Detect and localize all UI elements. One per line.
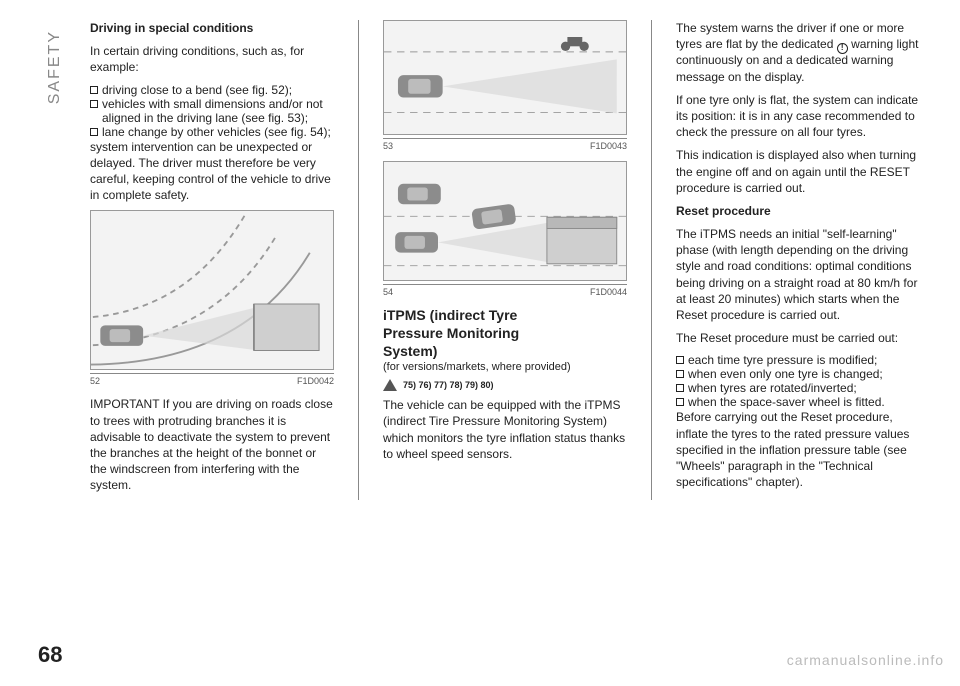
col3-bullet-1: each time tyre pressure is modified; xyxy=(676,353,920,367)
page-content: Driving in special conditions In certain… xyxy=(40,20,920,660)
col3-h2: Reset procedure xyxy=(676,203,920,219)
col1-p3: IMPORTANT If you are driving on roads cl… xyxy=(90,396,334,493)
bullet-icon xyxy=(90,86,98,94)
figure-53 xyxy=(383,20,627,135)
col3-p5: The Reset procedure must be carried out: xyxy=(676,330,920,346)
col3-bullet-3: when tyres are rotated/inverted; xyxy=(676,381,920,395)
col1-bullet-1: driving close to a bend (see fig. 52); xyxy=(90,83,334,97)
col1-b1-text: driving close to a bend (see fig. 52); xyxy=(102,83,292,97)
col2-heading-l3: System) xyxy=(383,343,627,359)
col3-b3-text: when tyres are rotated/inverted; xyxy=(688,381,857,395)
bullet-icon xyxy=(676,370,684,378)
col2-heading-l1: iTPMS (indirect Tyre xyxy=(383,307,627,323)
col1-bullet-2: vehicles with small dimensions and/or no… xyxy=(90,97,334,125)
fig53-code: F1D0043 xyxy=(590,141,627,151)
fig54-code: F1D0044 xyxy=(590,287,627,297)
col3-p1: The system warns the driver if one or mo… xyxy=(676,20,920,85)
figure-52 xyxy=(90,210,334,370)
bullet-icon xyxy=(676,356,684,364)
column-2: 53 F1D0043 xyxy=(383,20,627,500)
warning-triangle-icon xyxy=(383,379,397,391)
col3-b1-text: each time tyre pressure is modified; xyxy=(688,353,877,367)
col1-b2-text: vehicles with small dimensions and/or no… xyxy=(102,97,334,125)
column-1: Driving in special conditions In certain… xyxy=(90,20,334,500)
fig53-caption: 53 F1D0043 xyxy=(383,138,627,151)
col3-p4: The iTPMS needs an initial "self-learnin… xyxy=(676,226,920,323)
bullet-icon xyxy=(90,100,98,108)
column-3: The system warns the driver if one or mo… xyxy=(676,20,920,500)
figure-54 xyxy=(383,161,627,281)
col3-p3: This indication is displayed also when t… xyxy=(676,147,920,196)
col2-heading-l2: Pressure Monitoring xyxy=(383,325,627,341)
col1-bullet-3: lane change by other vehicles (see fig. … xyxy=(90,125,334,139)
fig54-caption: 54 F1D0044 xyxy=(383,284,627,297)
fig52-code: F1D0042 xyxy=(297,376,334,386)
fig54-num: 54 xyxy=(383,287,393,297)
column-divider-2 xyxy=(651,20,652,500)
fig52-caption: 52 F1D0042 xyxy=(90,373,334,386)
col1-p1: In certain driving conditions, such as, … xyxy=(90,43,334,75)
warning-codes: 75) 76) 77) 78) 79) 80) xyxy=(403,380,494,390)
column-divider-1 xyxy=(358,20,359,500)
col2-sub: (for versions/markets, where provided) xyxy=(383,361,627,373)
col3-bullet-2: when even only one tyre is changed; xyxy=(676,367,920,381)
col1-heading: Driving in special conditions xyxy=(90,20,334,36)
col3-p6: Before carrying out the Reset procedure,… xyxy=(676,409,920,490)
col3-p2: If one tyre only is flat, the system can… xyxy=(676,92,920,141)
bullet-icon xyxy=(90,128,98,136)
warning-row: 75) 76) 77) 78) 79) 80) xyxy=(383,379,627,391)
col3-b4-text: when the space-saver wheel is fitted. xyxy=(688,395,885,409)
col1-b3-text: lane change by other vehicles (see fig. … xyxy=(102,125,331,139)
fig53-num: 53 xyxy=(383,141,393,151)
tyre-warning-icon: ! xyxy=(837,43,848,54)
bullet-icon xyxy=(676,398,684,406)
col3-b2-text: when even only one tyre is changed; xyxy=(688,367,883,381)
col2-p1: The vehicle can be equipped with the iTP… xyxy=(383,397,627,462)
bullet-icon xyxy=(676,384,684,392)
col3-bullet-4: when the space-saver wheel is fitted. xyxy=(676,395,920,409)
fig52-num: 52 xyxy=(90,376,100,386)
col1-p2: system intervention can be unexpected or… xyxy=(90,139,334,204)
